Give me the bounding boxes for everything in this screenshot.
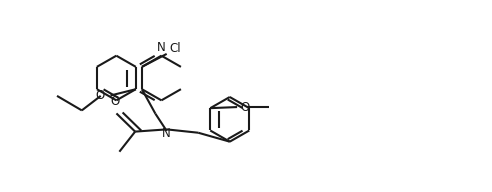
Text: Cl: Cl [169, 42, 181, 55]
Text: O: O [240, 101, 249, 113]
Text: O: O [95, 89, 105, 102]
Text: N: N [162, 127, 171, 140]
Text: O: O [111, 95, 120, 108]
Text: N: N [157, 41, 166, 54]
